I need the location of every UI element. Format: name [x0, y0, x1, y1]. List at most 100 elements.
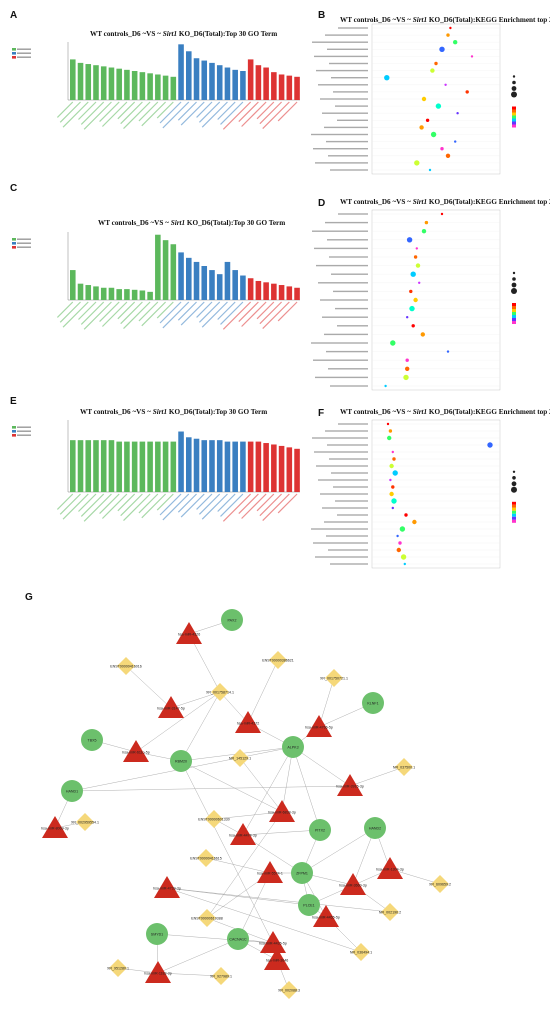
- tick-label-C-0: [56, 301, 74, 318]
- bar-E-5: [108, 440, 115, 492]
- bar-E-25: [263, 443, 269, 492]
- tick-label-C-19: [198, 301, 221, 323]
- pathway-label-B-7: [331, 77, 368, 79]
- mirna-label: hsa-miR-8069-3p: [41, 826, 69, 830]
- gene-node: PITX2: [309, 819, 331, 841]
- gene-label: RBM20: [175, 759, 187, 763]
- bar-C-11: [155, 234, 161, 300]
- lnc-label: XR_002959554.1: [71, 820, 99, 824]
- bar-E-3: [93, 440, 99, 492]
- gene-label: CACNA1C: [229, 937, 247, 941]
- pathway-label-D-14: [324, 333, 368, 336]
- gene-circle: [282, 736, 304, 758]
- network-edge: [292, 746, 321, 831]
- mirna-node: hsa-miR-4766-5p: [305, 715, 333, 737]
- color-legend-D: [512, 303, 516, 306]
- bar-C-13: [170, 244, 177, 300]
- bar-C-29: [294, 287, 300, 300]
- pathway-label-F-13: [337, 514, 368, 516]
- bar-C-23: [247, 278, 254, 300]
- tick-label-A-17: [180, 101, 205, 126]
- bubble-D-13: [411, 324, 415, 328]
- color-legend-F: [512, 504, 516, 508]
- mirna-triangle: [306, 715, 332, 737]
- legend-swatch: [12, 426, 16, 429]
- bubble-F-14: [412, 519, 417, 525]
- panel-e-letter: E: [10, 396, 17, 407]
- bar-A-11: [155, 74, 161, 100]
- mirna-triangle: [176, 622, 202, 644]
- mirna-label: hsa-miR-1182-3p: [144, 971, 172, 975]
- size-legend-D: [512, 277, 516, 281]
- bar-E-14: [178, 431, 184, 492]
- network-edge: [239, 757, 283, 813]
- network-edge: [349, 766, 405, 787]
- bubble-B-3: [439, 46, 445, 52]
- bar-E-12: [162, 441, 169, 492]
- size-legend-D: [511, 288, 517, 294]
- gene-circle: [61, 780, 83, 802]
- bubble-B-1: [446, 33, 450, 37]
- mirna-triangle: [235, 711, 261, 733]
- lnc-node: ENST00000619388: [191, 909, 223, 927]
- lnc-node: NR_002196.2: [379, 903, 401, 921]
- color-legend-F: [512, 501, 516, 505]
- tick-label-A-28: [262, 101, 290, 130]
- tick-label-E-7: [101, 493, 128, 519]
- bar-C-6: [116, 289, 122, 300]
- bar-A-25: [263, 67, 269, 100]
- bubble-D-17: [405, 358, 409, 362]
- bubble-F-17: [398, 541, 402, 545]
- legend-swatch: [12, 434, 16, 437]
- bar-E-29: [294, 448, 300, 492]
- bar-A-12: [162, 75, 169, 100]
- size-legend-B: [511, 91, 517, 98]
- gene-label: PLCE1: [303, 903, 314, 907]
- legend-swatch: [12, 242, 16, 245]
- pathway-label-D-10: [320, 299, 368, 301]
- bar-A-3: [93, 65, 99, 100]
- mirna-triangle: [269, 800, 295, 822]
- bar-A-10: [147, 73, 153, 100]
- tick-label-E-15: [162, 493, 190, 521]
- lncrna-diamond: [212, 967, 230, 985]
- tick-label-C-8: [117, 301, 136, 320]
- bar-A-18: [209, 62, 215, 100]
- gene-circle: [362, 692, 384, 714]
- pathway-label-B-1: [325, 34, 368, 36]
- network-edge: [135, 691, 221, 753]
- pathway-label-B-14: [324, 126, 368, 129]
- bubble-D-3: [406, 237, 413, 243]
- bubble-F-20: [403, 562, 406, 566]
- tick-label-A-9: [120, 101, 143, 125]
- bar-A-7: [124, 69, 130, 100]
- tick-label-E-19: [198, 493, 221, 515]
- bubble-B-2: [453, 40, 458, 45]
- pathway-label-D-4: [314, 247, 368, 250]
- lnc-label: XR_609659.2: [429, 882, 451, 886]
- legend-text-line: [17, 48, 31, 50]
- lnc-node: NR_037500.1: [393, 758, 415, 776]
- tick-label-A-26: [256, 101, 275, 120]
- pathway-label-D-7: [331, 273, 368, 275]
- lnc-node: NR_145129.1: [229, 749, 251, 767]
- pathway-label-F-12: [322, 507, 368, 509]
- network-edge: [237, 872, 271, 940]
- tick-label-A-23: [222, 101, 252, 130]
- bar-C-7: [124, 289, 130, 300]
- mirna-label: hsa-miR-1304-3p: [376, 867, 404, 871]
- network-edge: [301, 827, 376, 874]
- network-edge: [166, 887, 362, 953]
- tick-label-E-27: [259, 493, 283, 517]
- gene-node: KLNF1: [362, 692, 384, 714]
- lnc-label: ENST00000416615: [190, 856, 222, 860]
- lnc-node: ENST00000601330: [198, 810, 230, 828]
- bar-C-28: [286, 286, 293, 300]
- tick-label-E-12: [141, 493, 167, 519]
- bubble-F-13: [404, 513, 408, 517]
- pathway-label-B-18: [328, 155, 368, 157]
- gene-node: HAND1: [61, 780, 83, 802]
- mirna-triangle: [145, 961, 171, 983]
- pathway-label-F-7: [331, 472, 368, 474]
